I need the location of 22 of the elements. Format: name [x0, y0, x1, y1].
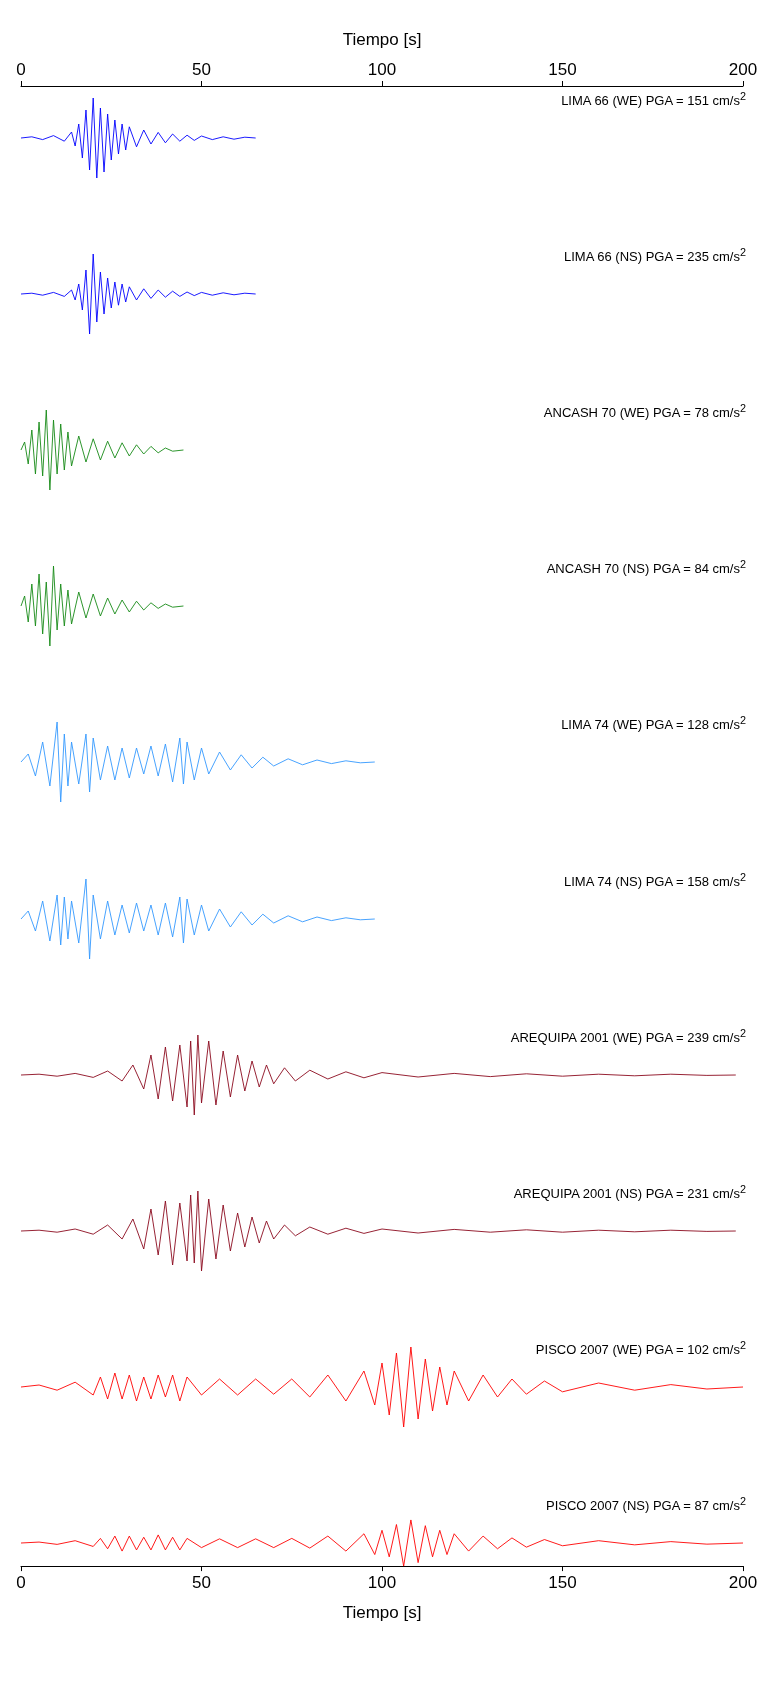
x-tick-label: 50: [192, 1572, 211, 1592]
x-tick-label: 150: [548, 1572, 577, 1592]
x-axis-title: Tiempo [s]: [342, 1602, 422, 1622]
x-tick-label: 150: [548, 60, 577, 79]
annotation: PISCO 2007 (WE) PGA = 102 cm/s$^{2}$: [535, 1338, 746, 1358]
annotation: LIMA 66 (WE) PGA = 151 cm/s$^{2}$: [561, 90, 746, 109]
x-axis-title: Tiempo [s]: [342, 30, 422, 49]
text: PISCO 2007 (NS) PGA = 87 cm/s$^{2}$: [545, 1494, 746, 1514]
x-tick-label: 200: [728, 1572, 758, 1592]
annotation: ANCASH 70 (NS) PGA = 84 cm/s$^{2}$: [546, 558, 746, 577]
annotation: LIMA 74 (NS) PGA = 158 cm/s$^{2}$: [564, 870, 746, 889]
x-tick-label: 100: [367, 60, 397, 79]
annotation: ANCASH 70 (WE) PGA = 78 cm/s$^{2}$: [543, 402, 746, 421]
x-tick-label: 100: [367, 1572, 397, 1592]
x-tick-label: 0: [16, 1572, 26, 1592]
annotation: LIMA 66 (NS) PGA = 235 cm/s$^{2}$: [564, 246, 746, 265]
annotation: AREQUIPA 2001 (NS) PGA = 231 cm/s$^{2}$: [513, 1182, 746, 1202]
annotation: LIMA 74 (WE) PGA = 128 cm/s$^{2}$: [561, 714, 746, 733]
x-tick-label: 50: [192, 60, 211, 79]
annotation: AREQUIPA 2001 (WE) PGA = 239 cm/s$^{2}$: [510, 1026, 746, 1045]
x-tick-label: 200: [728, 60, 758, 79]
x-tick-label: 0: [16, 60, 26, 79]
